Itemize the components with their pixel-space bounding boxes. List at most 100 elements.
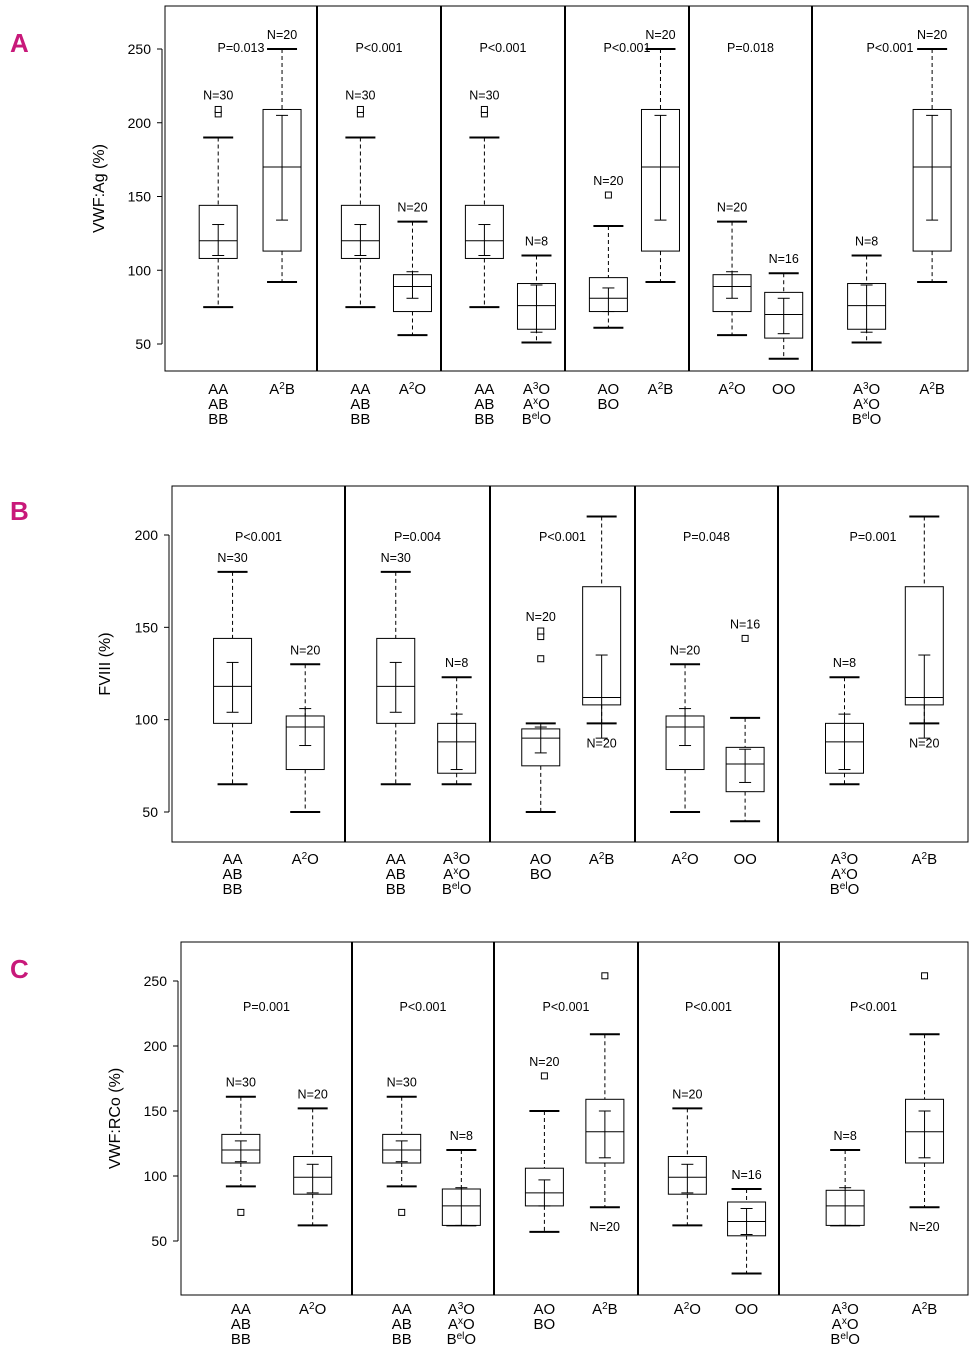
y-tick-label: 250 bbox=[144, 973, 168, 989]
category-label: A2O bbox=[399, 381, 426, 399]
sample-size-label: N=30 bbox=[226, 1076, 256, 1090]
y-tick-label: 100 bbox=[144, 1168, 168, 1184]
category-label: AxO bbox=[523, 396, 550, 414]
sample-size-label: N=20 bbox=[717, 201, 747, 215]
sample-size-label: N=20 bbox=[909, 736, 939, 750]
category-label: AO bbox=[534, 1301, 556, 1318]
box: N=20 A2O bbox=[667, 1087, 707, 1318]
category-label: A3O bbox=[448, 1301, 475, 1319]
sample-size-label: N=16 bbox=[769, 252, 799, 266]
sample-size-label: N=20 bbox=[645, 28, 675, 42]
p-value-label: P<0.001 bbox=[235, 530, 282, 544]
y-tick-label: 100 bbox=[135, 712, 159, 728]
category-label: AO bbox=[598, 381, 620, 398]
category-label: BB bbox=[392, 1331, 412, 1348]
y-tick-label: 150 bbox=[144, 1103, 168, 1119]
p-value-label: P=0.004 bbox=[394, 530, 441, 544]
p-value-label: P<0.001 bbox=[867, 41, 914, 55]
sample-size-label: N=16 bbox=[731, 1168, 761, 1182]
box: N=20 A2O bbox=[285, 643, 325, 868]
category-label: A2B bbox=[648, 381, 674, 399]
p-value-label: P<0.001 bbox=[850, 1000, 897, 1014]
category-label: AB bbox=[231, 1316, 251, 1333]
category-label: AB bbox=[392, 1316, 412, 1333]
panel-letter: C bbox=[10, 954, 29, 984]
p-value-label: P=0.001 bbox=[243, 1000, 290, 1014]
p-value-label: P<0.001 bbox=[400, 1000, 447, 1014]
y-tick-label: 150 bbox=[128, 189, 152, 205]
p-value-label: P<0.001 bbox=[356, 41, 403, 55]
p-value-label: P=0.048 bbox=[683, 530, 730, 544]
y-tick-label: 200 bbox=[144, 1038, 168, 1054]
category-label: BB bbox=[474, 411, 494, 428]
panel-letter: A bbox=[10, 28, 29, 58]
panel-letter: B bbox=[10, 496, 29, 526]
category-label: BO bbox=[530, 866, 552, 883]
category-label: AxO bbox=[448, 1316, 475, 1334]
outlier-point bbox=[537, 655, 545, 663]
panel-c: C 50 100 150 200 250 VWF:RCo (%) P=0.001 N=30AAA… bbox=[10, 941, 969, 1349]
category-label: AB bbox=[350, 396, 370, 413]
outlier-point bbox=[537, 627, 545, 635]
plot-frame bbox=[171, 485, 969, 843]
y-tick-label: 50 bbox=[142, 804, 158, 820]
plot-frame bbox=[164, 5, 969, 372]
box: N=20 A2O bbox=[665, 643, 705, 869]
sample-size-label: N=8 bbox=[450, 1129, 473, 1143]
category-label: A2O bbox=[671, 851, 698, 869]
category-label: AA bbox=[208, 381, 228, 398]
sample-size-label: N=8 bbox=[833, 656, 856, 670]
category-label: AxO bbox=[443, 866, 470, 884]
category-label: AA bbox=[474, 381, 494, 398]
y-axis-label: FVIII (%) bbox=[97, 632, 114, 695]
outlier-point bbox=[921, 972, 929, 980]
box: N=20 A2B bbox=[582, 515, 622, 868]
outlier-point bbox=[540, 1072, 548, 1080]
category-label: AB bbox=[208, 396, 228, 413]
y-tick-label: 200 bbox=[128, 115, 152, 131]
category-label: BelO bbox=[522, 411, 551, 429]
sample-size-label: N=30 bbox=[345, 88, 375, 102]
box: N=20 A2B bbox=[904, 515, 944, 868]
sample-size-label: N=20 bbox=[267, 28, 297, 42]
box: N=16 OO bbox=[764, 252, 804, 398]
category-label: BelO bbox=[447, 1331, 476, 1349]
category-label: BelO bbox=[852, 411, 881, 429]
category-label: AB bbox=[474, 396, 494, 413]
category-label: OO bbox=[772, 381, 795, 398]
category-label: BB bbox=[386, 881, 406, 898]
p-value-label: P=0.001 bbox=[850, 530, 897, 544]
outlier-point bbox=[237, 1208, 245, 1216]
category-label: AO bbox=[530, 851, 552, 868]
sample-size-label: N=8 bbox=[834, 1129, 857, 1143]
category-label: AxO bbox=[831, 866, 858, 884]
p-value-label: P<0.001 bbox=[685, 1000, 732, 1014]
category-label: BelO bbox=[442, 881, 471, 899]
sample-size-label: N=8 bbox=[855, 235, 878, 249]
sample-size-label: N=16 bbox=[730, 617, 760, 631]
sample-size-label: N=30 bbox=[387, 1076, 417, 1090]
y-tick-label: 150 bbox=[135, 619, 159, 635]
y-axis-label: VWF:RCo (%) bbox=[107, 1068, 124, 1169]
sample-size-label: N=20 bbox=[909, 1220, 939, 1234]
category-label: A3O bbox=[853, 381, 880, 399]
category-label: A2B bbox=[269, 381, 295, 399]
y-tick-label: 50 bbox=[151, 1233, 167, 1249]
box: N=20 A2B bbox=[640, 28, 680, 399]
